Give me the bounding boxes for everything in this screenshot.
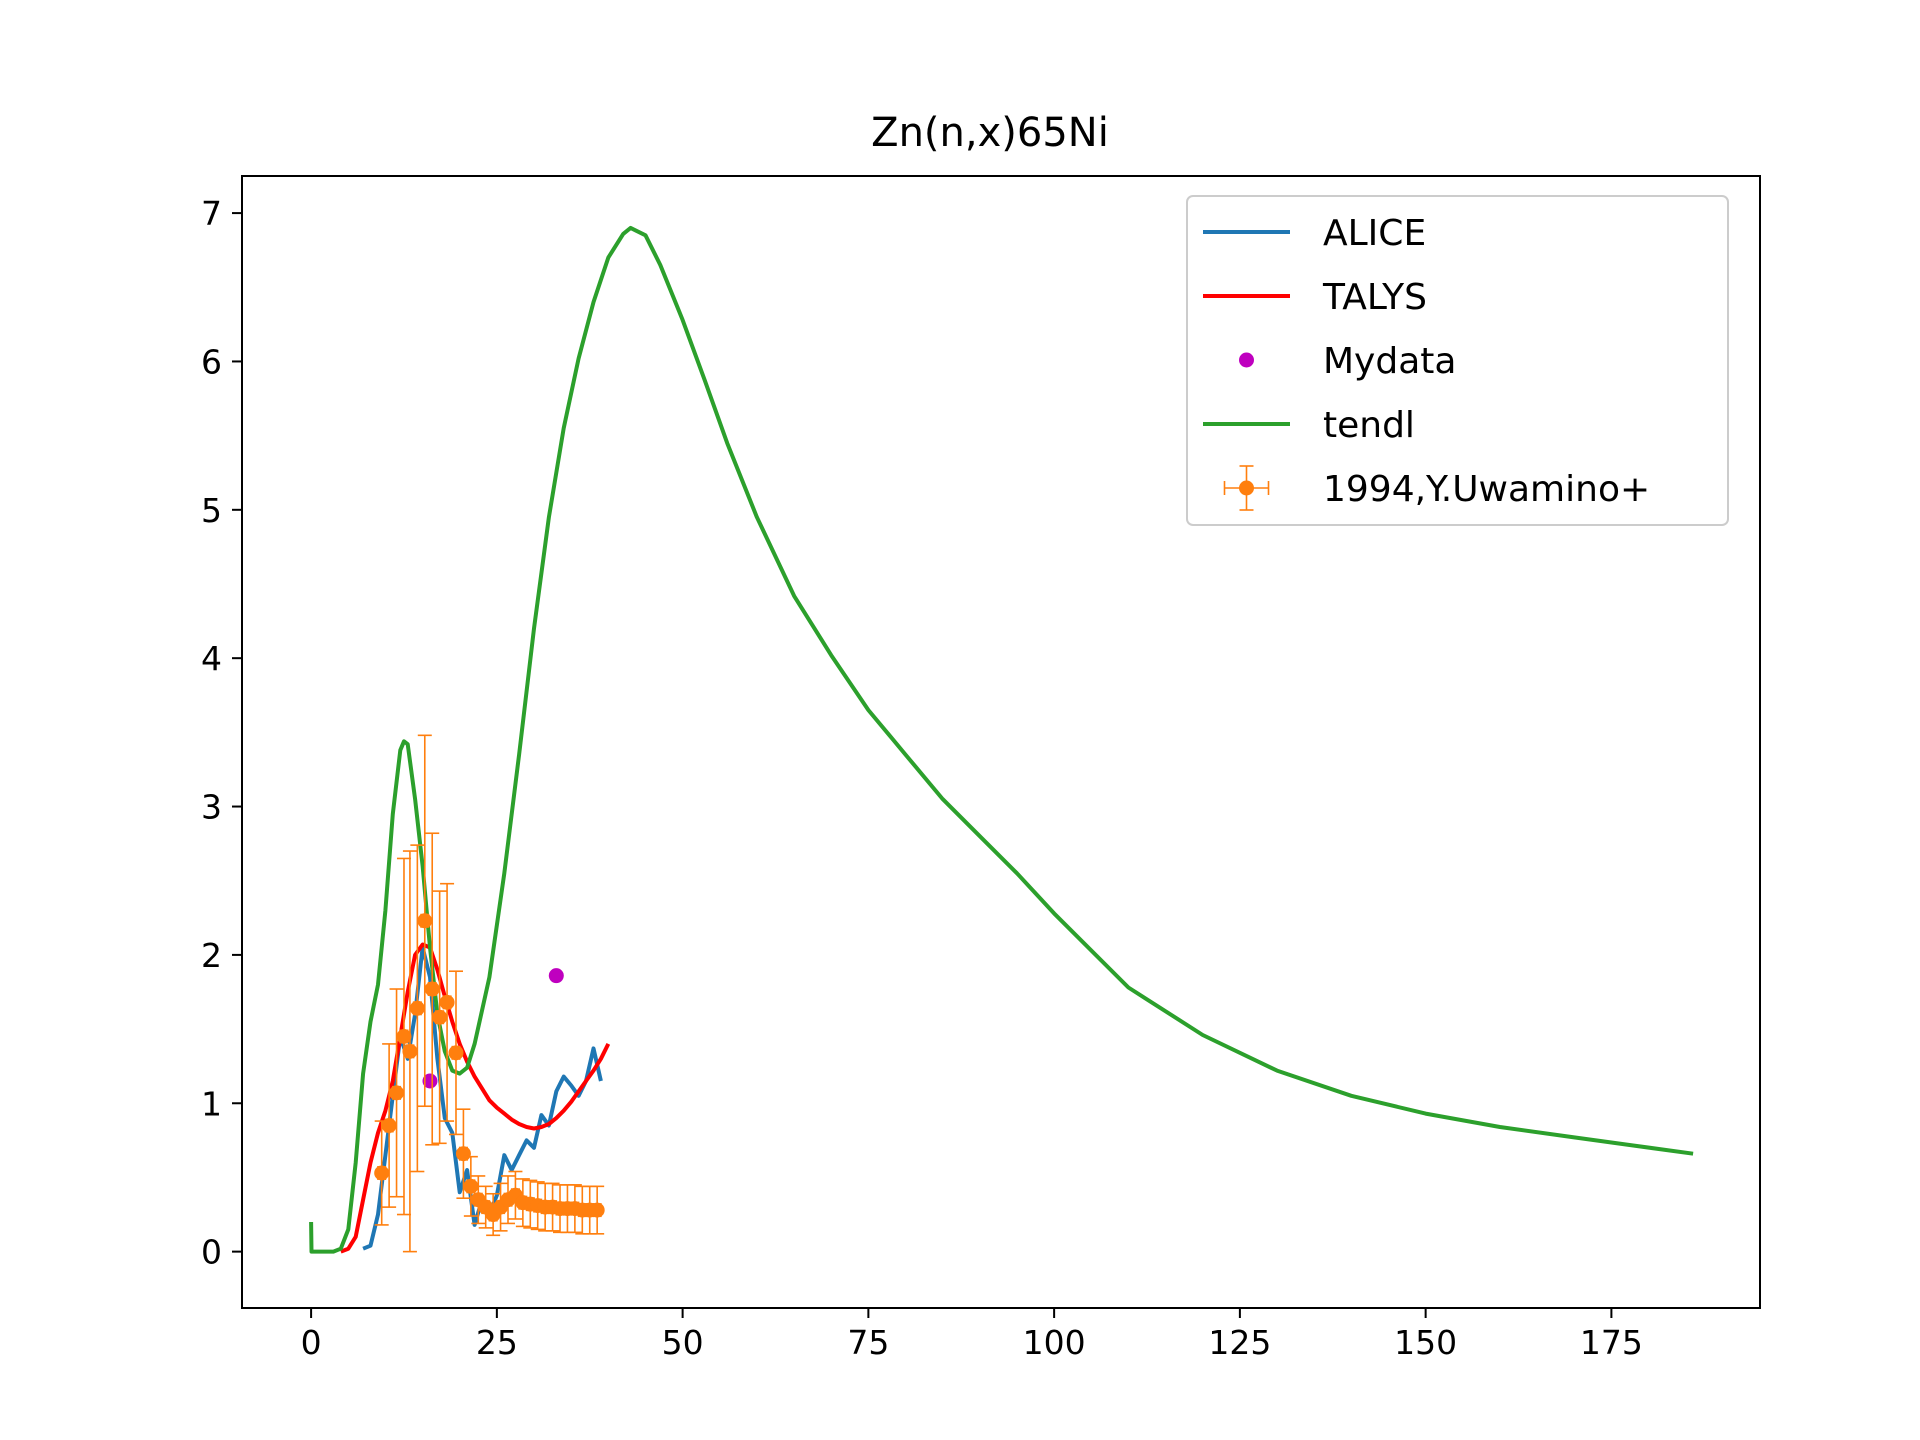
x-tick-label: 50: [662, 1323, 704, 1362]
x-tick-label: 125: [1208, 1323, 1271, 1362]
errorbar-1994-y-uwamino: [463, 1155, 479, 1217]
errorbar-1994-y-uwamino: [374, 1120, 390, 1226]
x-tick-label: 0: [301, 1323, 322, 1362]
axes: 0 25 50 75 100 125 150 175 0 1 2 3 4 5 6 7: [201, 175, 1761, 1362]
y-tick-label: 2: [201, 936, 222, 975]
y-tick-label: 6: [201, 342, 222, 381]
legend-label: ALICE: [1323, 213, 1426, 254]
y-tick-label: 3: [201, 788, 222, 827]
errorbar-1994-y-uwamino: [402, 850, 418, 1253]
legend-item-alice: ALICE: [1203, 213, 1426, 254]
y-tick-label: 0: [201, 1233, 222, 1272]
x-tick-label: 75: [847, 1323, 889, 1362]
x-tick-label: 25: [476, 1323, 518, 1362]
y-tick-label: 7: [201, 194, 222, 233]
legend-label: TALYS: [1322, 277, 1427, 318]
errorbar-point: [402, 1043, 418, 1059]
errorbar-point: [448, 1045, 464, 1061]
errorbar-point: [439, 994, 455, 1010]
errorbar-1994-y-uwamino: [409, 844, 425, 1173]
data-point-mydata: [422, 1073, 438, 1089]
errorbar-1994-y-uwamino: [439, 882, 455, 1122]
legend-handle-marker: [1239, 352, 1254, 368]
errorbar-point: [374, 1165, 390, 1181]
legend-label: Mydata: [1323, 341, 1456, 382]
errorbar-1994-y-uwamino: [381, 1043, 397, 1208]
errorbar-point: [424, 981, 440, 997]
legend: ALICE TALYS Mydata tendl 1994,Y.Uwamino+: [1186, 195, 1729, 526]
legend-item-talys: TALYS: [1203, 277, 1427, 318]
errorbar-1994-y-uwamino: [396, 857, 412, 1216]
legend-item-tendl: tendl: [1203, 405, 1415, 446]
errorbar-point: [389, 1085, 405, 1101]
x-tick-label: 175: [1580, 1323, 1643, 1362]
errorbar-1994-y-uwamino: [500, 1175, 516, 1225]
errorbar-point: [589, 1202, 605, 1218]
data-point-mydata: [548, 968, 564, 984]
errorbar-1994-y-uwamino: [417, 734, 433, 1108]
axes-frame: [241, 175, 1761, 1309]
legend-item-mydata: Mydata: [1239, 341, 1456, 382]
errorbar-1994-y-uwamino: [470, 1175, 486, 1225]
errorbar-point: [417, 913, 433, 929]
plot-area: [309, 225, 1694, 1254]
series-line-tendl: [309, 225, 1694, 1254]
errorbar-point: [455, 1146, 471, 1162]
y-tick-label: 5: [201, 491, 222, 530]
series-line-talys: [340, 942, 611, 1254]
errorbar-point: [432, 1009, 448, 1025]
data-layer: [309, 225, 1694, 1254]
chart-title: Zn(n,x)65Ni: [871, 110, 1109, 156]
legend-label: tendl: [1323, 405, 1415, 446]
x-tick-label: 100: [1023, 1323, 1086, 1362]
errorbar-1994-y-uwamino: [424, 832, 440, 1146]
legend-box: [1186, 195, 1729, 526]
legend-label: 1994,Y.Uwamino+: [1323, 469, 1650, 510]
errorbar-1994-y-uwamino: [589, 1185, 605, 1235]
y-tick-label: 1: [201, 1084, 222, 1123]
errorbar-point: [396, 1028, 412, 1044]
y-tick-label: 4: [201, 639, 222, 678]
legend-item-1994-y-uwamino: 1994,Y.Uwamino+: [1223, 465, 1650, 511]
errorbar-1994-y-uwamino: [389, 988, 405, 1198]
legend-handle-marker: [1239, 480, 1254, 496]
x-tick-label: 150: [1394, 1323, 1457, 1362]
errorbar-1994-y-uwamino: [493, 1182, 509, 1232]
errorbar-1994-y-uwamino: [432, 890, 448, 1145]
errorbar-1994-y-uwamino: [448, 970, 464, 1136]
errorbar-point: [409, 1000, 425, 1016]
errorbar-point: [381, 1118, 397, 1134]
errorbar-point: [463, 1178, 479, 1194]
